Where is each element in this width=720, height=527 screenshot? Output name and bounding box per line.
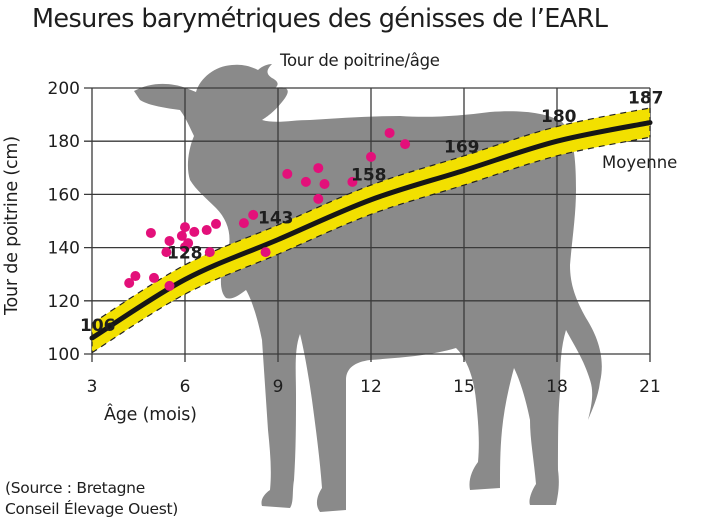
y-tick-label: 140: [48, 239, 80, 259]
chart-title: Mesures barymétriques des génisses de l’…: [32, 4, 608, 34]
x-tick-label: 21: [639, 377, 661, 397]
x-tick-label: 18: [546, 377, 568, 397]
data-point: [204, 247, 215, 258]
source-line-2: Conseil Élevage Ouest): [5, 500, 179, 518]
axis-ticks: 100 120 140 160 180 200 3 6 9 12 15 18 21: [48, 79, 661, 397]
value-label: 180: [541, 107, 577, 127]
value-labels: 106 128 143 158 169 180 187 Moyenne: [80, 89, 677, 336]
data-point: [384, 127, 395, 138]
data-point: [347, 176, 358, 187]
value-label: 106: [80, 316, 116, 336]
data-point: [400, 139, 411, 150]
x-tick-label: 12: [360, 377, 382, 397]
data-point: [124, 277, 135, 288]
data-point: [238, 218, 249, 229]
mean-curve: [89, 120, 653, 341]
grid-lines: [84, 87, 651, 362]
mean-band: [91, 107, 651, 354]
data-point: [183, 238, 194, 249]
x-tick-label: 15: [453, 377, 475, 397]
y-tick-label: 160: [48, 185, 80, 205]
mean-line: [89, 120, 653, 341]
x-tick-label: 9: [273, 377, 284, 397]
data-point: [282, 168, 293, 179]
data-point: [313, 163, 324, 174]
value-label: 158: [351, 166, 387, 186]
data-point: [145, 227, 156, 238]
data-point: [366, 151, 376, 162]
cow-silhouette-icon: [134, 64, 602, 512]
data-point: [164, 235, 175, 246]
data-point: [260, 247, 271, 258]
y-axis-label: Tour de poitrine (cm): [2, 136, 22, 315]
data-point: [130, 271, 141, 282]
x-tick-label: 3: [87, 377, 98, 397]
data-point: [319, 179, 330, 190]
y-tick-label: 100: [48, 345, 80, 365]
data-point: [201, 225, 212, 236]
data-point: [164, 280, 175, 291]
source-note: (Source : Bretagne Conseil Élevage Ouest…: [5, 478, 178, 520]
data-point: [161, 247, 172, 258]
data-point: [180, 222, 190, 233]
value-label: 187: [628, 89, 664, 109]
data-point: [300, 176, 311, 187]
legend-moyenne: Moyenne: [602, 153, 677, 172]
y-tick-label: 200: [48, 79, 80, 99]
y-tick-label: 120: [48, 292, 80, 312]
data-point: [189, 226, 200, 237]
data-point: [211, 218, 221, 229]
data-point: [313, 193, 324, 204]
data-points: [124, 127, 411, 291]
value-label: 169: [444, 137, 480, 157]
band-lower-edge: [91, 136, 651, 354]
x-tick-label: 6: [180, 377, 191, 397]
value-label: 128: [167, 244, 203, 264]
source-line-1: (Source : Bretagne: [5, 479, 145, 497]
value-label: 143: [258, 209, 294, 229]
x-axis-label: Âge (mois): [104, 405, 197, 425]
data-point: [176, 230, 187, 241]
band-upper-edge: [91, 107, 651, 324]
chart-subtitle: Tour de poitrine/âge: [280, 51, 440, 70]
data-point: [248, 209, 259, 220]
data-point: [149, 272, 159, 283]
y-tick-label: 180: [48, 132, 80, 152]
